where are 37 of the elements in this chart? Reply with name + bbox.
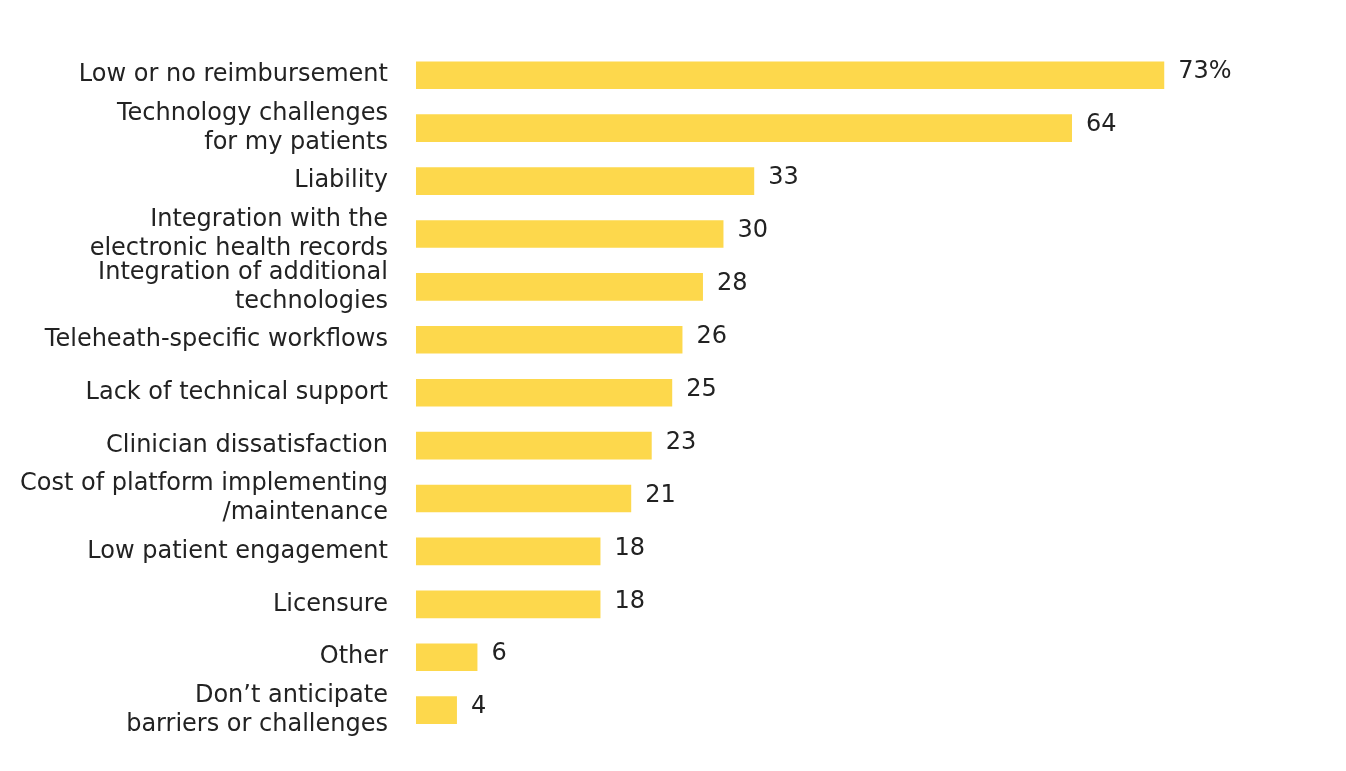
bar [415, 167, 755, 195]
bar [415, 696, 457, 724]
bar [415, 325, 683, 354]
data-label: 30 [737, 215, 769, 244]
y-tick-label: Licensure [272, 588, 388, 617]
y-tick-label: Cost of platform implementing /maintenance [19, 468, 388, 526]
y-tick-label: Don’t anticipate barriers or challenges [126, 679, 388, 737]
bar [415, 273, 703, 301]
y-tick-label: Low patient engagement [87, 535, 388, 564]
data-label: 73% [1178, 56, 1232, 85]
data-label: 33 [768, 162, 799, 191]
y-tick-label: Lack of technical support [85, 376, 388, 405]
y-tick-label: Liability [294, 165, 388, 194]
data-label: 23 [665, 426, 697, 455]
bar [415, 643, 478, 672]
data-label: 26 [696, 321, 728, 350]
bar [415, 114, 1072, 142]
y-tick-label: Clinician dissatisfaction [106, 429, 388, 458]
bar [415, 220, 724, 248]
data-label: 64 [1085, 109, 1117, 138]
bar [415, 378, 673, 407]
bar [415, 590, 601, 619]
bar [415, 484, 632, 513]
bar [415, 61, 1165, 90]
y-tick-label: Low or no reimbursement [78, 59, 388, 88]
bar [415, 431, 652, 460]
data-label: 18 [614, 585, 645, 614]
y-tick-label: Technology challenges for my patients [115, 98, 388, 155]
data-label: 6 [491, 638, 507, 667]
data-label: 21 [645, 479, 676, 508]
bar [415, 537, 601, 566]
y-tick-label: Teleheath-specific workflows [43, 324, 388, 353]
data-label: 28 [716, 268, 748, 297]
data-label: 18 [614, 532, 645, 561]
data-label: 25 [686, 373, 717, 402]
y-tick-label: Other [319, 641, 389, 670]
data-label: 4 [470, 691, 487, 720]
